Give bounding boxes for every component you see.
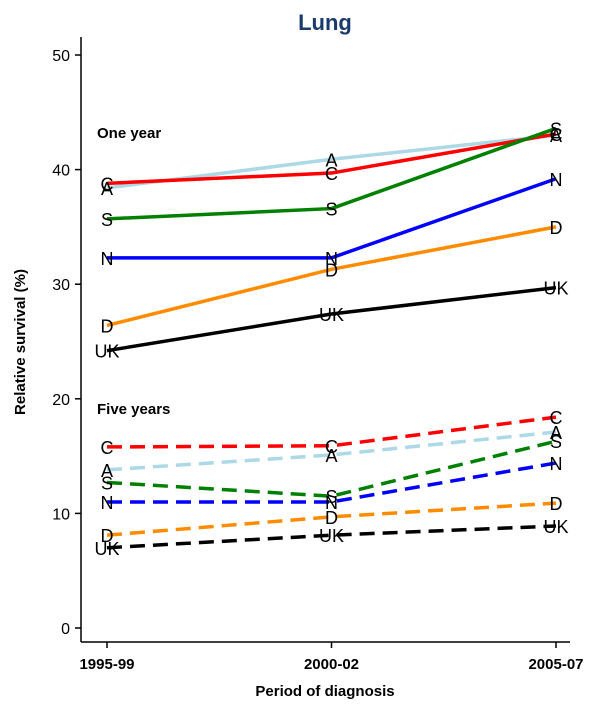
- point-label: S: [101, 473, 113, 493]
- point-label: D: [550, 494, 563, 514]
- y-axis-ticks: 0 10 20 30 40 50: [52, 48, 81, 638]
- point-label: A: [550, 423, 562, 443]
- y-tick-label: 10: [52, 506, 70, 523]
- point-label: A: [101, 179, 113, 199]
- point-label: C: [325, 164, 338, 184]
- panel-label-one-year: One year: [97, 125, 161, 142]
- point-label: N: [325, 493, 338, 513]
- series-line-five-years-d: [106, 501, 557, 537]
- point-label: S: [325, 487, 337, 507]
- point-label: N: [325, 249, 338, 269]
- point-label: A: [101, 461, 113, 481]
- point-label: UK: [543, 279, 568, 299]
- point-label: S: [325, 200, 337, 220]
- point-label: D: [325, 508, 338, 528]
- series-line-one-year-d: [106, 225, 557, 328]
- point-label: S: [550, 119, 562, 139]
- point-label: UK: [543, 517, 568, 537]
- point-label: N: [101, 493, 114, 513]
- point-label: D: [101, 526, 114, 546]
- chart-title: Lung: [298, 10, 352, 35]
- x-axis-title: Period of diagnosis: [255, 683, 394, 700]
- point-label: UK: [94, 539, 119, 559]
- point-label: UK: [319, 305, 344, 325]
- x-tick-label: 1995-99: [79, 656, 134, 673]
- series-line-one-year-n: [107, 177, 557, 260]
- series-line-one-year-s: [106, 126, 557, 221]
- point-label: UK: [319, 526, 344, 546]
- series-line-five-years-s: [106, 439, 557, 498]
- point-label: C: [550, 125, 563, 145]
- point-label: N: [550, 170, 563, 190]
- point-label: D: [101, 316, 114, 336]
- series-line-one-year-c: [106, 132, 557, 186]
- y-tick-label: 30: [52, 277, 70, 294]
- y-tick-label: 50: [52, 48, 70, 65]
- point-label: S: [101, 210, 113, 230]
- point-label: UK: [94, 342, 119, 362]
- point-label: N: [101, 249, 114, 269]
- point-label: D: [550, 218, 563, 238]
- point-label: C: [325, 437, 338, 457]
- point-label: A: [550, 126, 562, 146]
- x-axis-ticks: 1995-99 2000-02 2005-07: [79, 642, 584, 673]
- point-label: C: [550, 408, 563, 428]
- series-line-five-years-a: [106, 430, 557, 472]
- x-tick-label: 2000-02: [304, 656, 359, 673]
- point-label: C: [101, 174, 114, 194]
- series-line-five-years-c: [106, 415, 557, 449]
- y-tick-label: 0: [61, 621, 70, 638]
- y-tick-label: 40: [52, 163, 70, 180]
- y-axis-title: Relative survival (%): [12, 269, 29, 415]
- y-tick-label: 20: [52, 392, 70, 409]
- series-line-five-years-n: [107, 461, 557, 504]
- point-label: S: [550, 432, 562, 452]
- point-label: N: [550, 454, 563, 474]
- point-label: C: [101, 438, 114, 458]
- point-label: A: [325, 150, 337, 170]
- series-line-one-year-uk: [106, 285, 557, 353]
- point-label: D: [325, 260, 338, 280]
- panel-label-five-years: Five years: [97, 401, 170, 418]
- point-label: A: [325, 446, 337, 466]
- series-line-five-years-uk: [106, 524, 557, 550]
- x-tick-label: 2005-07: [528, 656, 583, 673]
